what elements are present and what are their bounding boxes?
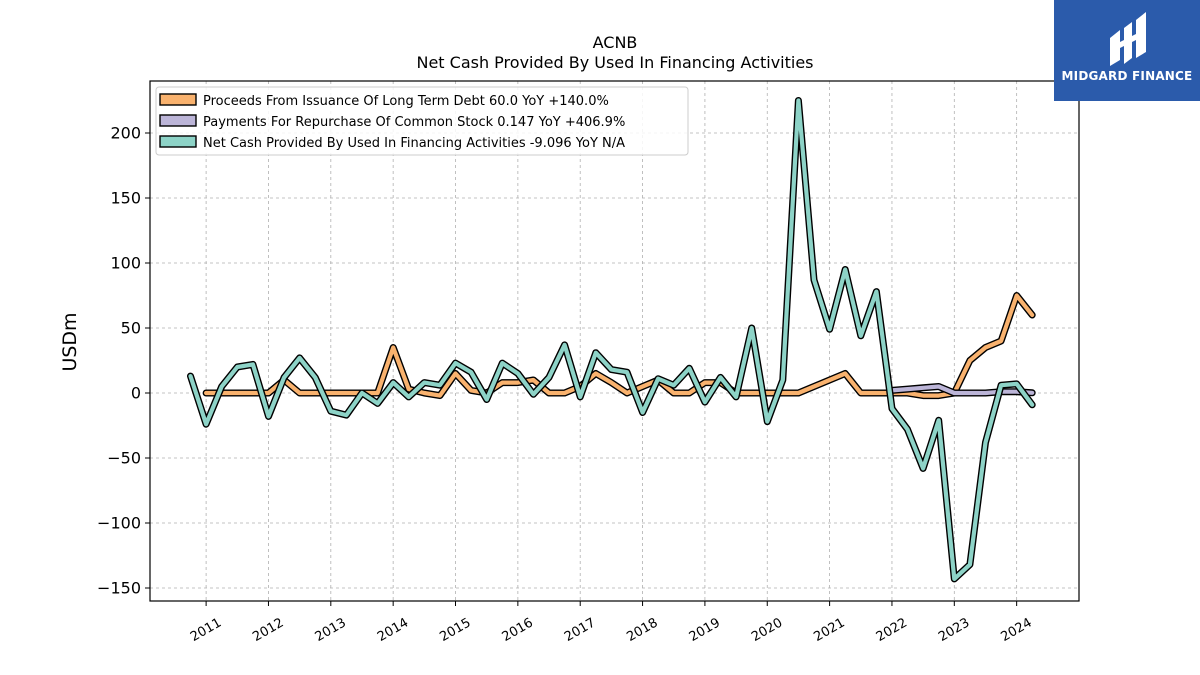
series-outline <box>202 292 1036 400</box>
x-tick-label: 2013 <box>313 615 349 645</box>
y-axis-label: USDm <box>59 312 81 371</box>
legend: Proceeds From Issuance Of Long Term Debt… <box>155 86 689 156</box>
y-tick-label: −50 <box>107 449 141 468</box>
x-tick-label: 2018 <box>624 615 660 645</box>
series-lines <box>187 97 1036 583</box>
x-tick-label: 2015 <box>437 615 473 645</box>
midgard-finance-logo: MIDGARD FINANCE <box>1054 0 1200 101</box>
series-line <box>188 98 1035 582</box>
x-tick-label: 2017 <box>562 615 598 645</box>
legend-entry-label: Proceeds From Issuance Of Long Term Debt… <box>203 94 609 109</box>
y-tick-label: 200 <box>110 124 141 143</box>
logo-mark-icon <box>1110 12 1146 66</box>
y-tick-label: 100 <box>110 254 141 273</box>
x-tick-label: 2012 <box>250 615 286 645</box>
y-tick-label: −150 <box>97 579 141 598</box>
grid-lines <box>150 81 1079 601</box>
x-tick-label: 2020 <box>749 615 785 645</box>
x-tick-label: 2023 <box>936 615 972 645</box>
series-line <box>889 384 1035 396</box>
legend-swatch <box>159 93 197 106</box>
x-tick-label: 2022 <box>874 615 910 645</box>
chart-subtitle: Net Cash Provided By Used In Financing A… <box>416 53 813 72</box>
y-axis-ticks: −150 −100 −50 0 50 100 150 200 <box>97 124 150 598</box>
legend-entry-label: Payments For Repurchase Of Common Stock … <box>203 115 625 130</box>
x-tick-label: 2021 <box>811 615 847 645</box>
legend-box <box>155 86 689 156</box>
chart-title: ACNB <box>593 33 638 52</box>
x-tick-label: 2016 <box>500 615 536 645</box>
y-tick-label: 0 <box>131 384 141 403</box>
x-axis-ticks: 2011 2012 2013 2014 2015 2016 2017 2018 2019 2020… <box>188 601 1035 645</box>
legend-entry-label: Net Cash Provided By Used In Financing A… <box>203 136 625 151</box>
series-outline <box>187 97 1036 583</box>
y-tick-label: 150 <box>110 189 141 208</box>
series-line <box>204 293 1035 398</box>
x-tick-label: 2014 <box>375 615 411 645</box>
x-tick-label: 2011 <box>188 615 224 645</box>
y-tick-label: −100 <box>97 514 141 533</box>
plot-frame <box>149 80 1080 602</box>
x-tick-label: 2024 <box>998 615 1034 645</box>
x-tick-label: 2019 <box>687 615 723 645</box>
logo-brand-text: MIDGARD FINANCE <box>1061 69 1193 83</box>
y-tick-label: 50 <box>121 319 141 338</box>
legend-swatch <box>159 135 197 148</box>
legend-swatch <box>159 114 197 127</box>
